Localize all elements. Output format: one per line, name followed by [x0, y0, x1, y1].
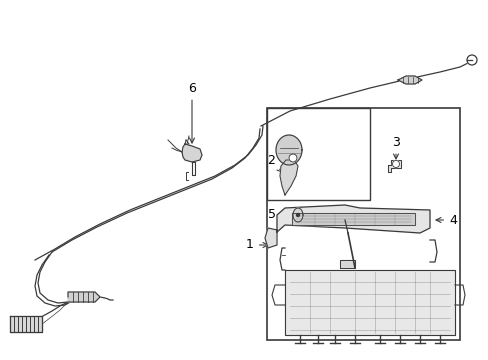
Text: 6: 6 — [188, 81, 196, 143]
Polygon shape — [280, 160, 297, 195]
Polygon shape — [339, 260, 354, 268]
Polygon shape — [10, 316, 42, 332]
Polygon shape — [276, 205, 429, 233]
Polygon shape — [292, 208, 303, 222]
Polygon shape — [182, 144, 202, 162]
Polygon shape — [264, 228, 276, 248]
Circle shape — [296, 213, 299, 216]
Circle shape — [392, 161, 399, 167]
Bar — [266, 108, 459, 340]
Polygon shape — [285, 270, 454, 335]
Text: 4: 4 — [435, 213, 456, 226]
Polygon shape — [276, 135, 302, 165]
Polygon shape — [397, 76, 421, 84]
Polygon shape — [387, 160, 400, 172]
Circle shape — [288, 154, 296, 162]
Text: 3: 3 — [391, 135, 399, 159]
Text: 5: 5 — [267, 208, 293, 221]
Circle shape — [466, 55, 476, 65]
Text: 1: 1 — [245, 238, 267, 252]
Text: 2: 2 — [266, 153, 282, 172]
Polygon shape — [291, 213, 414, 225]
Polygon shape — [68, 292, 100, 302]
Bar — [266, 108, 369, 200]
